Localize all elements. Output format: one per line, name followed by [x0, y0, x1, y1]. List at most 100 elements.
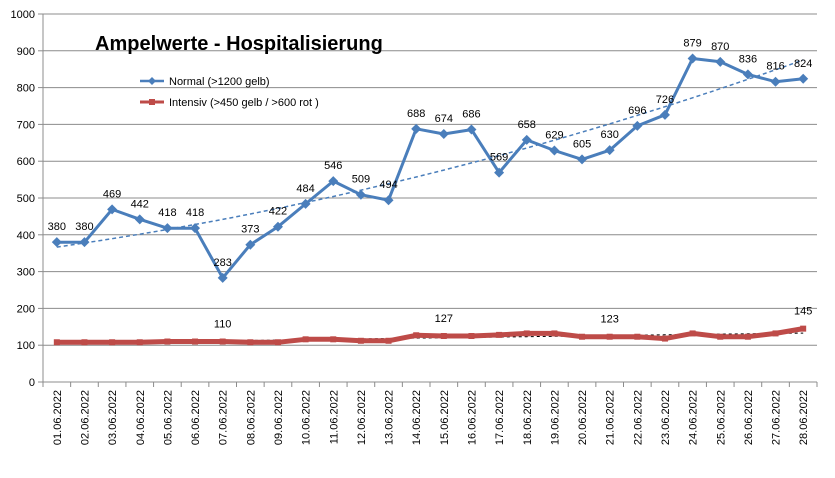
data-label-normal: 373 — [241, 224, 259, 236]
data-label-normal: 569 — [490, 152, 508, 164]
x-tick-label: 19.06.2022 — [549, 390, 561, 445]
x-tick-label: 10.06.2022 — [301, 390, 313, 445]
x-tick-label: 15.06.2022 — [439, 390, 451, 445]
data-point-intensiv — [109, 339, 116, 346]
data-label-intensiv: 123 — [600, 314, 618, 326]
data-label-normal: 494 — [379, 179, 397, 191]
y-tick-label: 500 — [17, 193, 35, 205]
data-label-normal: 484 — [296, 183, 314, 195]
data-point-intensiv — [689, 330, 696, 337]
data-point-intensiv — [496, 331, 503, 338]
gridlines — [43, 13, 817, 346]
data-point-intensiv — [579, 333, 586, 340]
x-tick-label: 01.06.2022 — [52, 390, 64, 445]
series-line-intensiv — [56, 326, 804, 345]
x-tick-label: 22.06.2022 — [632, 390, 644, 445]
data-point-normal — [659, 109, 670, 120]
data-point-normal — [383, 195, 394, 206]
x-tick-labels: 01.06.2022 02.06.2022 03.06.2022 04.06.2022… — [52, 390, 810, 445]
data-label-normal: 816 — [766, 61, 784, 73]
x-tick-label: 04.06.2022 — [135, 390, 147, 445]
data-point-normal — [604, 145, 615, 156]
y-tick-label: 400 — [17, 230, 35, 242]
data-point-normal — [355, 189, 366, 200]
data-label-normal: 836 — [739, 53, 757, 65]
x-tick-label: 13.06.2022 — [384, 390, 396, 445]
data-label-intensiv: 127 — [435, 313, 453, 325]
data-point-normal — [300, 198, 311, 209]
x-tick-label: 25.06.2022 — [715, 390, 727, 445]
x-tick-label: 20.06.2022 — [577, 390, 589, 445]
data-point-normal — [190, 223, 201, 234]
data-point-normal — [107, 204, 118, 215]
data-label-normal: 418 — [186, 207, 204, 219]
series-line-normal — [56, 57, 804, 280]
data-label-normal: 469 — [103, 188, 121, 200]
data-point-normal — [798, 73, 809, 84]
data-label-normal: 629 — [545, 130, 563, 142]
data-point-intensiv — [192, 338, 199, 345]
data-label-normal: 283 — [213, 257, 231, 269]
data-point-normal — [715, 56, 726, 67]
data-label-normal: 380 — [75, 221, 93, 233]
data-label-normal: 442 — [131, 198, 149, 210]
data-point-normal — [217, 272, 228, 283]
data-point-normal — [272, 221, 283, 232]
data-point-normal — [521, 134, 532, 145]
data-point-intensiv — [413, 332, 420, 339]
x-tick-label: 12.06.2022 — [356, 390, 368, 445]
x-tick-label: 26.06.2022 — [743, 390, 755, 445]
data-point-intensiv — [219, 338, 226, 345]
data-point-normal — [134, 214, 145, 225]
chart-title: Ampelwerte - Hospitalisierung — [95, 33, 383, 55]
data-label-normal: 824 — [794, 58, 812, 70]
data-point-intensiv — [634, 333, 641, 340]
y-tick-label: 0 — [29, 377, 35, 389]
data-label-normal: 686 — [462, 109, 480, 121]
data-label-normal: 509 — [352, 174, 370, 186]
x-tick-label: 16.06.2022 — [466, 390, 478, 445]
x-tick-label: 11.06.2022 — [328, 390, 340, 444]
data-label-normal: 879 — [683, 38, 701, 50]
data-point-intensiv — [772, 330, 779, 337]
series-markers — [51, 53, 809, 346]
data-point-intensiv — [247, 339, 254, 346]
y-tick-label: 1000 — [11, 9, 35, 21]
legend-label: Normal (>1200 gelb) — [169, 76, 270, 88]
data-point-normal — [466, 124, 477, 135]
x-tick-label: 06.06.2022 — [190, 390, 202, 445]
y-tick-label: 100 — [17, 340, 35, 352]
data-point-intensiv — [606, 333, 613, 340]
x-tick-label: 09.06.2022 — [273, 390, 285, 445]
data-point-normal — [770, 76, 781, 87]
data-label-normal: 630 — [600, 129, 618, 141]
data-point-intensiv — [551, 330, 558, 337]
data-point-intensiv — [136, 339, 143, 346]
data-point-intensiv — [164, 338, 171, 345]
x-tick-label: 27.06.2022 — [771, 390, 783, 445]
x-tick-label: 02.06.2022 — [79, 390, 91, 445]
data-point-normal — [328, 176, 339, 187]
x-tick-label: 14.06.2022 — [411, 390, 423, 445]
y-tick-label: 700 — [17, 119, 35, 131]
x-tick-label: 05.06.2022 — [162, 390, 174, 445]
data-label-normal: 870 — [711, 41, 729, 53]
x-tick-label: 21.06.2022 — [605, 390, 617, 445]
data-label-normal: 418 — [158, 207, 176, 219]
data-label-normal: 546 — [324, 160, 342, 172]
legend: Normal (>1200 gelb) Intensiv (>450 gelb /… — [140, 76, 319, 109]
data-point-intensiv — [385, 337, 392, 344]
data-point-intensiv — [523, 330, 530, 337]
data-label-normal: 674 — [435, 113, 453, 125]
data-point-intensiv — [274, 339, 281, 346]
data-point-normal — [79, 237, 90, 248]
y-tick-label: 800 — [17, 83, 35, 95]
data-point-normal — [411, 123, 422, 134]
data-label-intensiv: 145 — [794, 306, 812, 318]
data-label-normal: 688 — [407, 108, 425, 120]
data-point-intensiv — [661, 335, 668, 342]
data-point-normal — [51, 237, 62, 248]
x-tick-label: 08.06.2022 — [245, 390, 257, 445]
data-point-intensiv — [468, 333, 475, 339]
x-tick-label: 28.06.2022 — [798, 390, 810, 445]
